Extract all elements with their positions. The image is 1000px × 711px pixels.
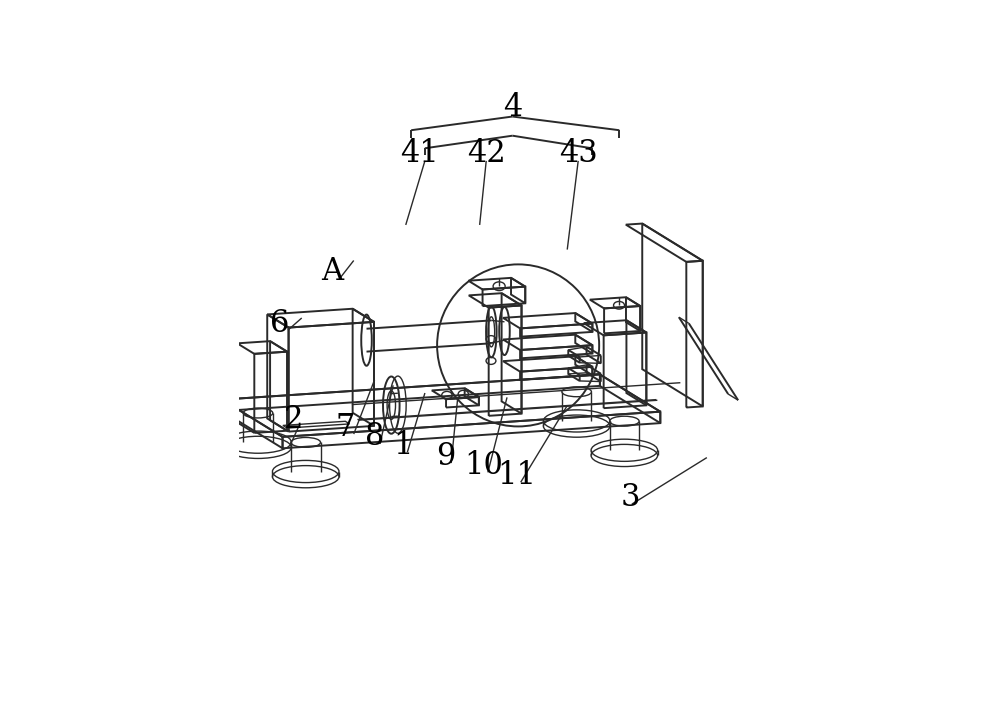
Text: 41: 41 — [400, 138, 439, 169]
Text: 7: 7 — [336, 412, 355, 443]
Text: 11: 11 — [497, 459, 536, 491]
Text: 10: 10 — [465, 450, 503, 481]
Text: 4: 4 — [503, 92, 522, 123]
Text: A: A — [321, 256, 343, 287]
Text: 2: 2 — [284, 404, 303, 435]
Text: 43: 43 — [559, 138, 598, 169]
Text: 3: 3 — [620, 481, 640, 513]
Text: 9: 9 — [436, 441, 455, 472]
Text: 8: 8 — [365, 422, 384, 452]
Text: 1: 1 — [393, 430, 413, 461]
Text: 6: 6 — [270, 308, 290, 339]
Text: 42: 42 — [467, 138, 506, 169]
